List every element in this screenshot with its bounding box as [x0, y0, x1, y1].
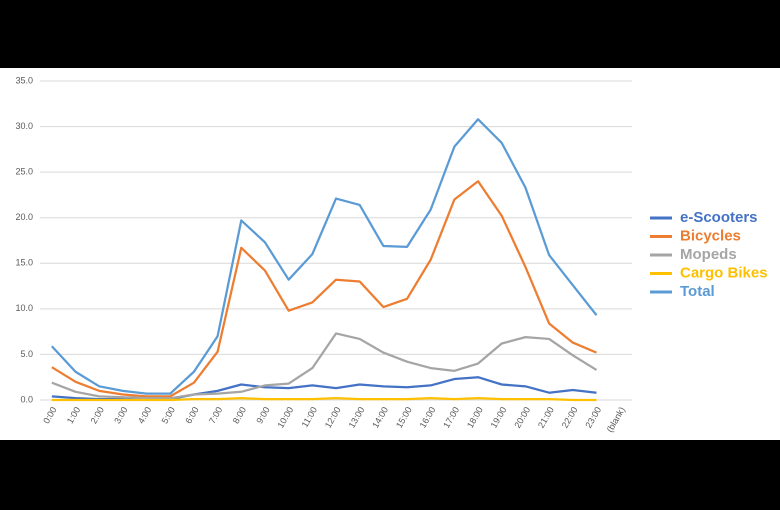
y-tick-label: 30.0 [15, 121, 33, 131]
y-tick-label: 10.0 [15, 303, 33, 313]
y-tick-label: 25.0 [15, 167, 33, 177]
y-tick-label: 20.0 [15, 212, 33, 222]
legend-label: Mopeds [680, 246, 737, 263]
series-line [51, 397, 597, 402]
legend-label: Total [680, 283, 715, 300]
series-line [51, 180, 597, 398]
series-line [51, 118, 598, 395]
legend-label: Cargo Bikes [680, 264, 768, 281]
y-tick-label: 5.0 [20, 349, 33, 359]
legend-label: Bicycles [680, 227, 741, 244]
top-band [0, 0, 780, 68]
y-tick-label: 35.0 [15, 75, 33, 85]
series-line [51, 332, 598, 400]
y-tick-label: 0.0 [20, 394, 33, 404]
bottom-band [0, 440, 780, 510]
legend-label: e-Scooters [680, 209, 758, 226]
y-tick-label: 15.0 [15, 258, 33, 268]
